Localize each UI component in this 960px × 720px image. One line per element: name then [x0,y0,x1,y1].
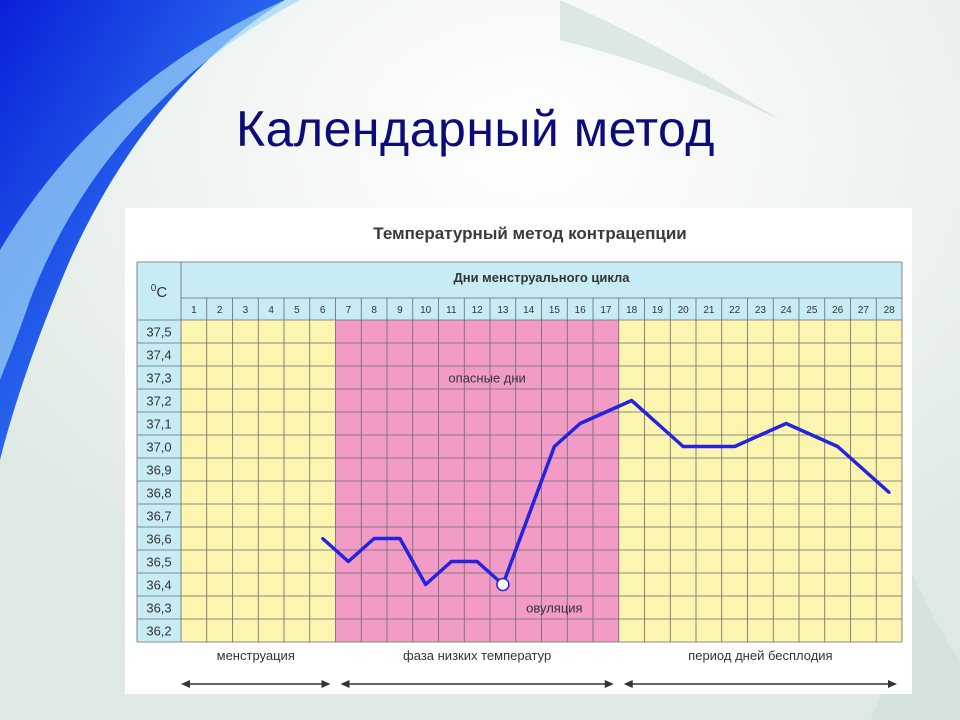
temperature-point [398,537,402,540]
chart-title: Температурный метод контрацепции [373,224,686,243]
temperature-point [733,445,737,448]
y-tick-label: 37,2 [146,394,171,409]
ovulation-marker [496,577,510,592]
phase-label: фаза низких температур [403,648,551,663]
y-tick-label: 37,5 [146,325,171,340]
temperature-point [527,514,531,517]
x-tick-label: 25 [806,305,818,316]
temperature-point [784,422,788,425]
ovulation-annotation: овуляция [526,601,582,616]
temperature-point [346,560,350,563]
temperature-point [707,445,711,448]
x-tick-label: 8 [371,305,377,316]
temperature-point [810,433,814,437]
x-tick-label: 9 [397,305,403,316]
x-tick-label: 27 [858,305,870,316]
x-tick-label: 17 [600,305,612,316]
phase-arrow-right [888,680,897,688]
x-tick-label: 11 [446,305,457,316]
y-tick-label: 36,3 [146,601,171,616]
x-tick-label: 21 [703,305,715,316]
y-tick-label: 36,4 [146,578,171,593]
temperature-point [475,560,479,563]
temperature-point [604,410,608,414]
y-tick-label: 36,7 [146,509,171,524]
x-tick-label: 16 [575,305,587,316]
chart-header-bg [137,262,902,320]
x-tick-label: 26 [832,305,844,316]
danger-days-annotation: опасные дни [448,371,525,386]
temperature-chart: Температурный метод контрацепции 0C Дни м… [136,224,903,688]
temperature-point [758,433,762,437]
phase-label: менструация [217,648,295,663]
phase-arrow-right [604,680,614,688]
x-tick-label: 28 [884,305,896,316]
temperature-point [836,445,840,448]
x-tick-label: 19 [652,305,664,316]
phase-label: период дней бесплодия [688,648,832,663]
temperature-point [681,445,685,448]
y-tick-label: 36,6 [146,532,171,547]
x-tick-label: 24 [781,305,793,316]
temperature-point [630,399,634,402]
x-tick-label: 22 [729,305,741,316]
temperature-point [887,491,891,494]
temperature-point [861,468,865,471]
temperature-point [552,445,556,448]
x-tick-label: 7 [346,305,352,316]
x-tick-label: 20 [678,305,690,316]
x-axis-label: Дни менструального цикла [453,270,630,285]
x-tick-label: 13 [497,305,509,316]
temperature-point [424,583,428,586]
x-tick-label: 6 [320,305,326,316]
y-axis-label: 0C [151,283,168,301]
y-tick-label: 37,1 [146,417,171,432]
temperature-point [449,560,453,563]
y-tick-label: 37,0 [146,440,171,455]
phase-arrow-left [623,680,633,688]
x-tick-label: 4 [268,305,274,316]
x-tick-label: 12 [472,305,484,316]
y-tick-label: 37,4 [146,348,171,363]
y-tick-label: 36,8 [146,486,171,501]
x-tick-label: 23 [755,305,767,316]
y-tick-label: 36,9 [146,463,171,478]
temperature-point [655,422,659,425]
phase-arrow-left [181,680,190,688]
temperature-point [321,537,325,540]
x-tick-label: 5 [294,305,300,316]
x-tick-label: 18 [626,305,638,316]
phase-arrow-left [340,680,350,688]
x-tick-label: 1 [191,305,197,316]
temperature-point [578,422,582,425]
temperature-point [372,537,376,540]
y-tick-label: 36,5 [146,555,171,570]
slide-title: Календарный метод [236,101,715,157]
phase-arrow-right [321,680,331,688]
y-tick-label: 36,2 [146,624,171,639]
x-tick-label: 14 [523,305,535,316]
y-tick-label: 37,3 [146,371,171,386]
x-tick-label: 3 [243,305,249,316]
x-tick-label: 2 [217,305,223,316]
x-tick-label: 15 [549,305,561,316]
x-tick-label: 10 [420,305,432,316]
